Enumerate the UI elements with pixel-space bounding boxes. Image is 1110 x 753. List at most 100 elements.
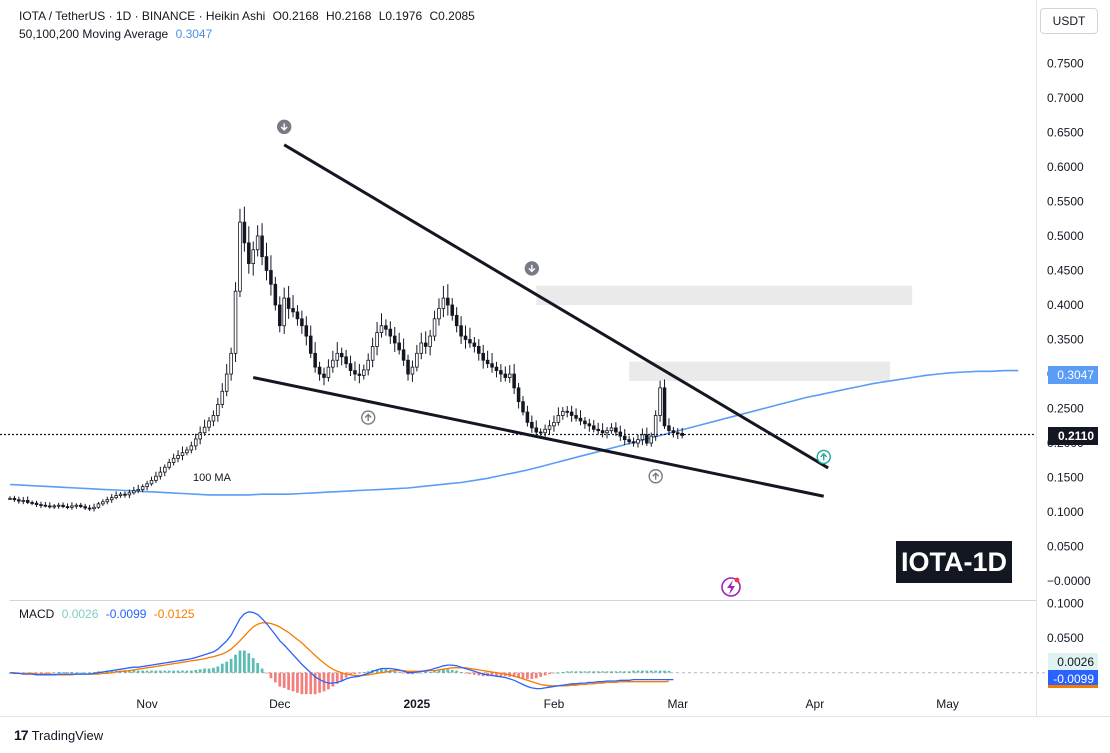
candle-body: [410, 366, 415, 375]
macd-histogram-bar: [304, 672, 308, 695]
candle-body: [419, 342, 424, 354]
macd-histogram-bar: [57, 672, 61, 673]
macd-histogram-bar: [455, 670, 459, 673]
candle-body: [344, 356, 348, 365]
candle-body: [207, 420, 211, 428]
candle-body: [423, 342, 428, 347]
candle-body: [605, 430, 609, 434]
macd-histogram-bar: [464, 672, 467, 674]
macd-histogram-bar: [548, 672, 551, 675]
macd-tick-label: 0.1000: [1047, 596, 1084, 610]
macd-legend-label: MACD: [19, 607, 55, 621]
candle-body: [251, 249, 256, 264]
macd-histogram-bar: [212, 667, 215, 673]
price-tick-label: 0.6000: [1047, 160, 1084, 174]
macd-histogram-bar: [278, 672, 282, 687]
symbol-watermark: IOTA-1D: [896, 541, 1012, 583]
candle-body: [331, 359, 335, 368]
candle-body: [392, 335, 397, 344]
ma-layer: [9, 369, 1019, 496]
macd-legend[interactable]: MACD 0.0026 -0.0099 -0.0125: [19, 607, 198, 621]
arrow-up-icon: [816, 449, 831, 465]
price-tick-label: 0.5500: [1047, 194, 1084, 208]
candle-body: [25, 500, 30, 503]
ohlc-low: L0.1976: [378, 9, 423, 23]
macd-histogram-bar: [260, 668, 264, 673]
macd-histogram-bar: [185, 670, 189, 673]
candle-body: [370, 346, 375, 361]
candle-body: [437, 308, 441, 320]
macd-histogram-bar: [570, 671, 574, 673]
macd-histogram-bar: [349, 672, 352, 676]
macd-histogram-bar: [357, 672, 361, 674]
macd-histogram-bar: [207, 668, 211, 673]
macd-histogram-bar: [618, 671, 622, 673]
candle-body: [446, 297, 450, 306]
ohlc-close: C0.2085: [429, 9, 475, 23]
macd-histogram-bar: [282, 672, 286, 688]
macd-histogram-bar: [450, 669, 454, 673]
candle-body: [17, 499, 21, 502]
candle-body: [220, 390, 225, 405]
macd-histogram-bar: [561, 672, 565, 673]
candle-body: [277, 304, 282, 327]
candle-body: [114, 495, 118, 499]
macd-histogram-bar: [216, 666, 220, 673]
macd-histogram-bar: [402, 672, 405, 674]
macd-histogram-bar: [150, 670, 153, 673]
price-tick-label: 0.1500: [1047, 471, 1084, 485]
macd-histogram-bar: [251, 658, 255, 673]
candle-body: [366, 359, 370, 371]
macd-histogram-bar: [512, 672, 516, 677]
macd-histogram-bar: [273, 672, 277, 683]
price-tick-label: 0.1000: [1047, 505, 1084, 519]
candle-body: [43, 504, 48, 507]
tradingview-logo[interactable]: 17 TradingView: [14, 727, 103, 743]
macd-histogram-bar: [627, 671, 631, 673]
marker-arrow: [820, 452, 828, 461]
candle-body: [269, 270, 273, 285]
macd-histogram-bar: [203, 668, 206, 673]
macd-histogram-bar: [167, 670, 171, 673]
macd-histogram-bar: [300, 672, 304, 695]
candle-body: [52, 505, 56, 508]
candle-body: [552, 421, 556, 427]
candle-body: [671, 430, 676, 434]
candle-body: [525, 411, 530, 423]
candle-body: [326, 366, 331, 378]
time-tick-label: May: [936, 697, 959, 711]
macd-histogram-bar: [97, 671, 100, 673]
candle-body: [140, 486, 145, 490]
macd-histogram-bar: [145, 670, 149, 673]
lightning-icon[interactable]: [721, 577, 741, 597]
candle-body: [167, 462, 171, 468]
macd-histogram-bar: [154, 670, 158, 673]
candle-body: [578, 417, 583, 422]
symbol-title[interactable]: IOTA / TetherUS · 1D · BINANCE · Heikin …: [19, 9, 266, 23]
candle-body: [273, 283, 278, 306]
macd-histogram-bar: [48, 672, 52, 674]
ma-legend[interactable]: 50,100,200 Moving Average 0.3047: [19, 27, 216, 41]
candle-body: [441, 297, 446, 309]
tradingview-label: TradingView: [31, 727, 104, 743]
macd-histogram-bar: [565, 671, 569, 673]
candle-body: [224, 373, 229, 392]
macd-histogram-bar: [623, 671, 627, 673]
candle-body: [569, 411, 574, 416]
macd-histogram-bar: [66, 672, 69, 673]
macd-hist-badge: 0.0026: [1048, 653, 1098, 671]
candle-body: [521, 401, 525, 413]
macd-histogram-bar: [158, 670, 162, 673]
macd-histogram-bar: [296, 672, 299, 693]
candle-body: [8, 497, 12, 500]
candle-body: [193, 438, 198, 447]
macd-histogram-bar: [362, 672, 366, 673]
price-tick-label: 0.5000: [1047, 229, 1084, 243]
macd-line-badge: -0.0099: [1048, 670, 1098, 688]
currency-button[interactable]: USDT: [1040, 8, 1098, 34]
macd-histogram-bar: [442, 669, 445, 673]
macd-histogram-bar: [433, 670, 436, 673]
candle-body: [242, 221, 247, 244]
macd-histogram-bar: [344, 672, 348, 678]
